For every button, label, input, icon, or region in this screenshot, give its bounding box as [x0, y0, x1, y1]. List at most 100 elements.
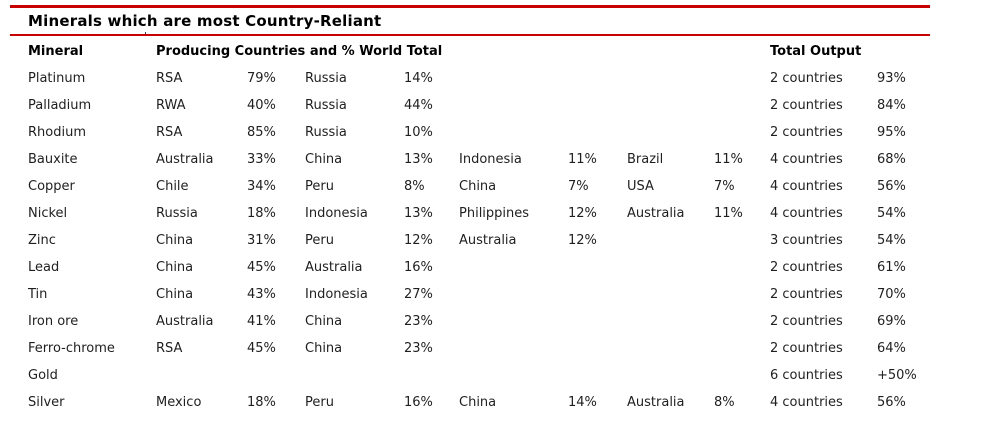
producer-country: RWA [156, 98, 186, 113]
mineral-name: Lead [28, 260, 60, 275]
producer-share: 44% [404, 98, 433, 113]
total-countries-cell: 2 countries [770, 125, 843, 140]
producer-country: Australia [627, 206, 685, 221]
total-share-cell: +50% [877, 368, 917, 383]
producer-share: 7% [568, 179, 589, 194]
total-countries-cell: 4 countries [770, 179, 843, 194]
total-share-cell: 54% [877, 233, 906, 248]
producer-share: 33% [247, 152, 276, 167]
producer-country: Indonesia [459, 152, 522, 167]
producer-country: Peru [305, 179, 334, 194]
producer-country: RSA [156, 125, 183, 140]
mineral-name: Bauxite [28, 152, 78, 167]
producer-country: Brazil [627, 152, 664, 167]
producer-share: 41% [247, 314, 276, 329]
producer-country: China [459, 179, 497, 194]
producer-country: Russia [305, 125, 347, 140]
producer-share: 13% [404, 206, 433, 221]
producer-share: 40% [247, 98, 276, 113]
total-countries-cell: 6 countries [770, 368, 843, 383]
producer-share: 14% [404, 71, 433, 86]
total-countries-cell: 2 countries [770, 71, 843, 86]
producer-country: USA [627, 179, 654, 194]
total-share-cell: 54% [877, 206, 906, 221]
producer-share: 8% [404, 179, 425, 194]
mineral-name: Gold [28, 368, 58, 383]
producer-share: 11% [714, 152, 743, 167]
total-countries-cell: 2 countries [770, 98, 843, 113]
table-row: Tin China 43% Indonesia 27% 2 countries 70% [0, 281, 984, 308]
table-row: Zinc China 31% Peru 12% Australia 12% 3 countri… [0, 227, 984, 254]
producer-share: 31% [247, 233, 276, 248]
producer-share: 16% [404, 260, 433, 275]
producer-country: RSA [156, 71, 183, 86]
producer-share: 34% [247, 179, 276, 194]
producer-share: 10% [404, 125, 433, 140]
total-share-cell: 56% [877, 395, 906, 410]
producer-country: Australia [305, 260, 363, 275]
producer-country: China [156, 287, 194, 302]
producer-share: 11% [568, 152, 597, 167]
producer-country: Peru [305, 233, 334, 248]
table-row: Iron ore Australia 41% China 23% 2 countries 6… [0, 308, 984, 335]
total-share-cell: 64% [877, 341, 906, 356]
total-share-cell: 61% [877, 260, 906, 275]
producer-share: 43% [247, 287, 276, 302]
producer-country: Peru [305, 395, 334, 410]
producer-share: 23% [404, 341, 433, 356]
producer-share: 14% [568, 395, 597, 410]
mineral-name: Platinum [28, 71, 86, 86]
producer-share: 45% [247, 341, 276, 356]
table-body: Platinum RSA 79% Russia 14% 2 countries 93% Pal… [0, 65, 984, 416]
table-row: Palladium RWA 40% Russia 44% 2 countries 84% [0, 92, 984, 119]
producer-share: 12% [568, 233, 597, 248]
total-share-cell: 95% [877, 125, 906, 140]
mineral-name: Ferro-chrome [28, 341, 115, 356]
producer-share: 7% [714, 179, 735, 194]
producer-country: Russia [305, 71, 347, 86]
mineral-name: Tin [28, 287, 48, 302]
producer-country: Indonesia [305, 206, 368, 221]
mineral-name: Zinc [28, 233, 56, 248]
mineral-name: Nickel [28, 206, 68, 221]
mineral-name: Copper [28, 179, 75, 194]
top-rule [10, 5, 930, 8]
producer-share: 8% [714, 395, 735, 410]
page-title: Minerals which are most Country-Reliant [28, 12, 382, 30]
producer-country: Australia [627, 395, 685, 410]
producer-country: Philippines [459, 206, 530, 221]
producer-share: 12% [404, 233, 433, 248]
total-countries-cell: 4 countries [770, 152, 843, 167]
producer-country: China [305, 152, 343, 167]
total-countries-cell: 2 countries [770, 260, 843, 275]
total-countries-cell: 4 countries [770, 206, 843, 221]
producer-country: Australia [459, 233, 517, 248]
producer-country: China [156, 233, 194, 248]
header-total-output: Total Output [770, 44, 862, 59]
table-row: Rhodium RSA 85% Russia 10% 2 countries 95% [0, 119, 984, 146]
table-row: Lead China 45% Australia 16% 2 countries 61% [0, 254, 984, 281]
table-row: Copper Chile 34% Peru 8% China 7% USA 7% 4 countr… [0, 173, 984, 200]
total-countries-cell: 2 countries [770, 287, 843, 302]
table-row: Ferro-chrome RSA 45% China 23% 2 countries 64% [0, 335, 984, 362]
table-row: Gold 6 countries +50% [0, 362, 984, 389]
title-rule [10, 32, 930, 36]
producer-share: 13% [404, 152, 433, 167]
producer-share: 23% [404, 314, 433, 329]
total-share-cell: 69% [877, 314, 906, 329]
producer-share: 45% [247, 260, 276, 275]
producer-country: China [156, 260, 194, 275]
mineral-name: Iron ore [28, 314, 79, 329]
producer-country: Mexico [156, 395, 202, 410]
producer-share: 12% [568, 206, 597, 221]
mineral-name: Rhodium [28, 125, 86, 140]
producer-country: Chile [156, 179, 189, 194]
producer-share: 27% [404, 287, 433, 302]
table-header: Mineral Producing Countries and % World … [0, 38, 984, 65]
producer-country: Russia [156, 206, 198, 221]
producer-country: Russia [305, 98, 347, 113]
total-share-cell: 68% [877, 152, 906, 167]
total-share-cell: 56% [877, 179, 906, 194]
table-row: Platinum RSA 79% Russia 14% 2 countries 93% [0, 65, 984, 92]
